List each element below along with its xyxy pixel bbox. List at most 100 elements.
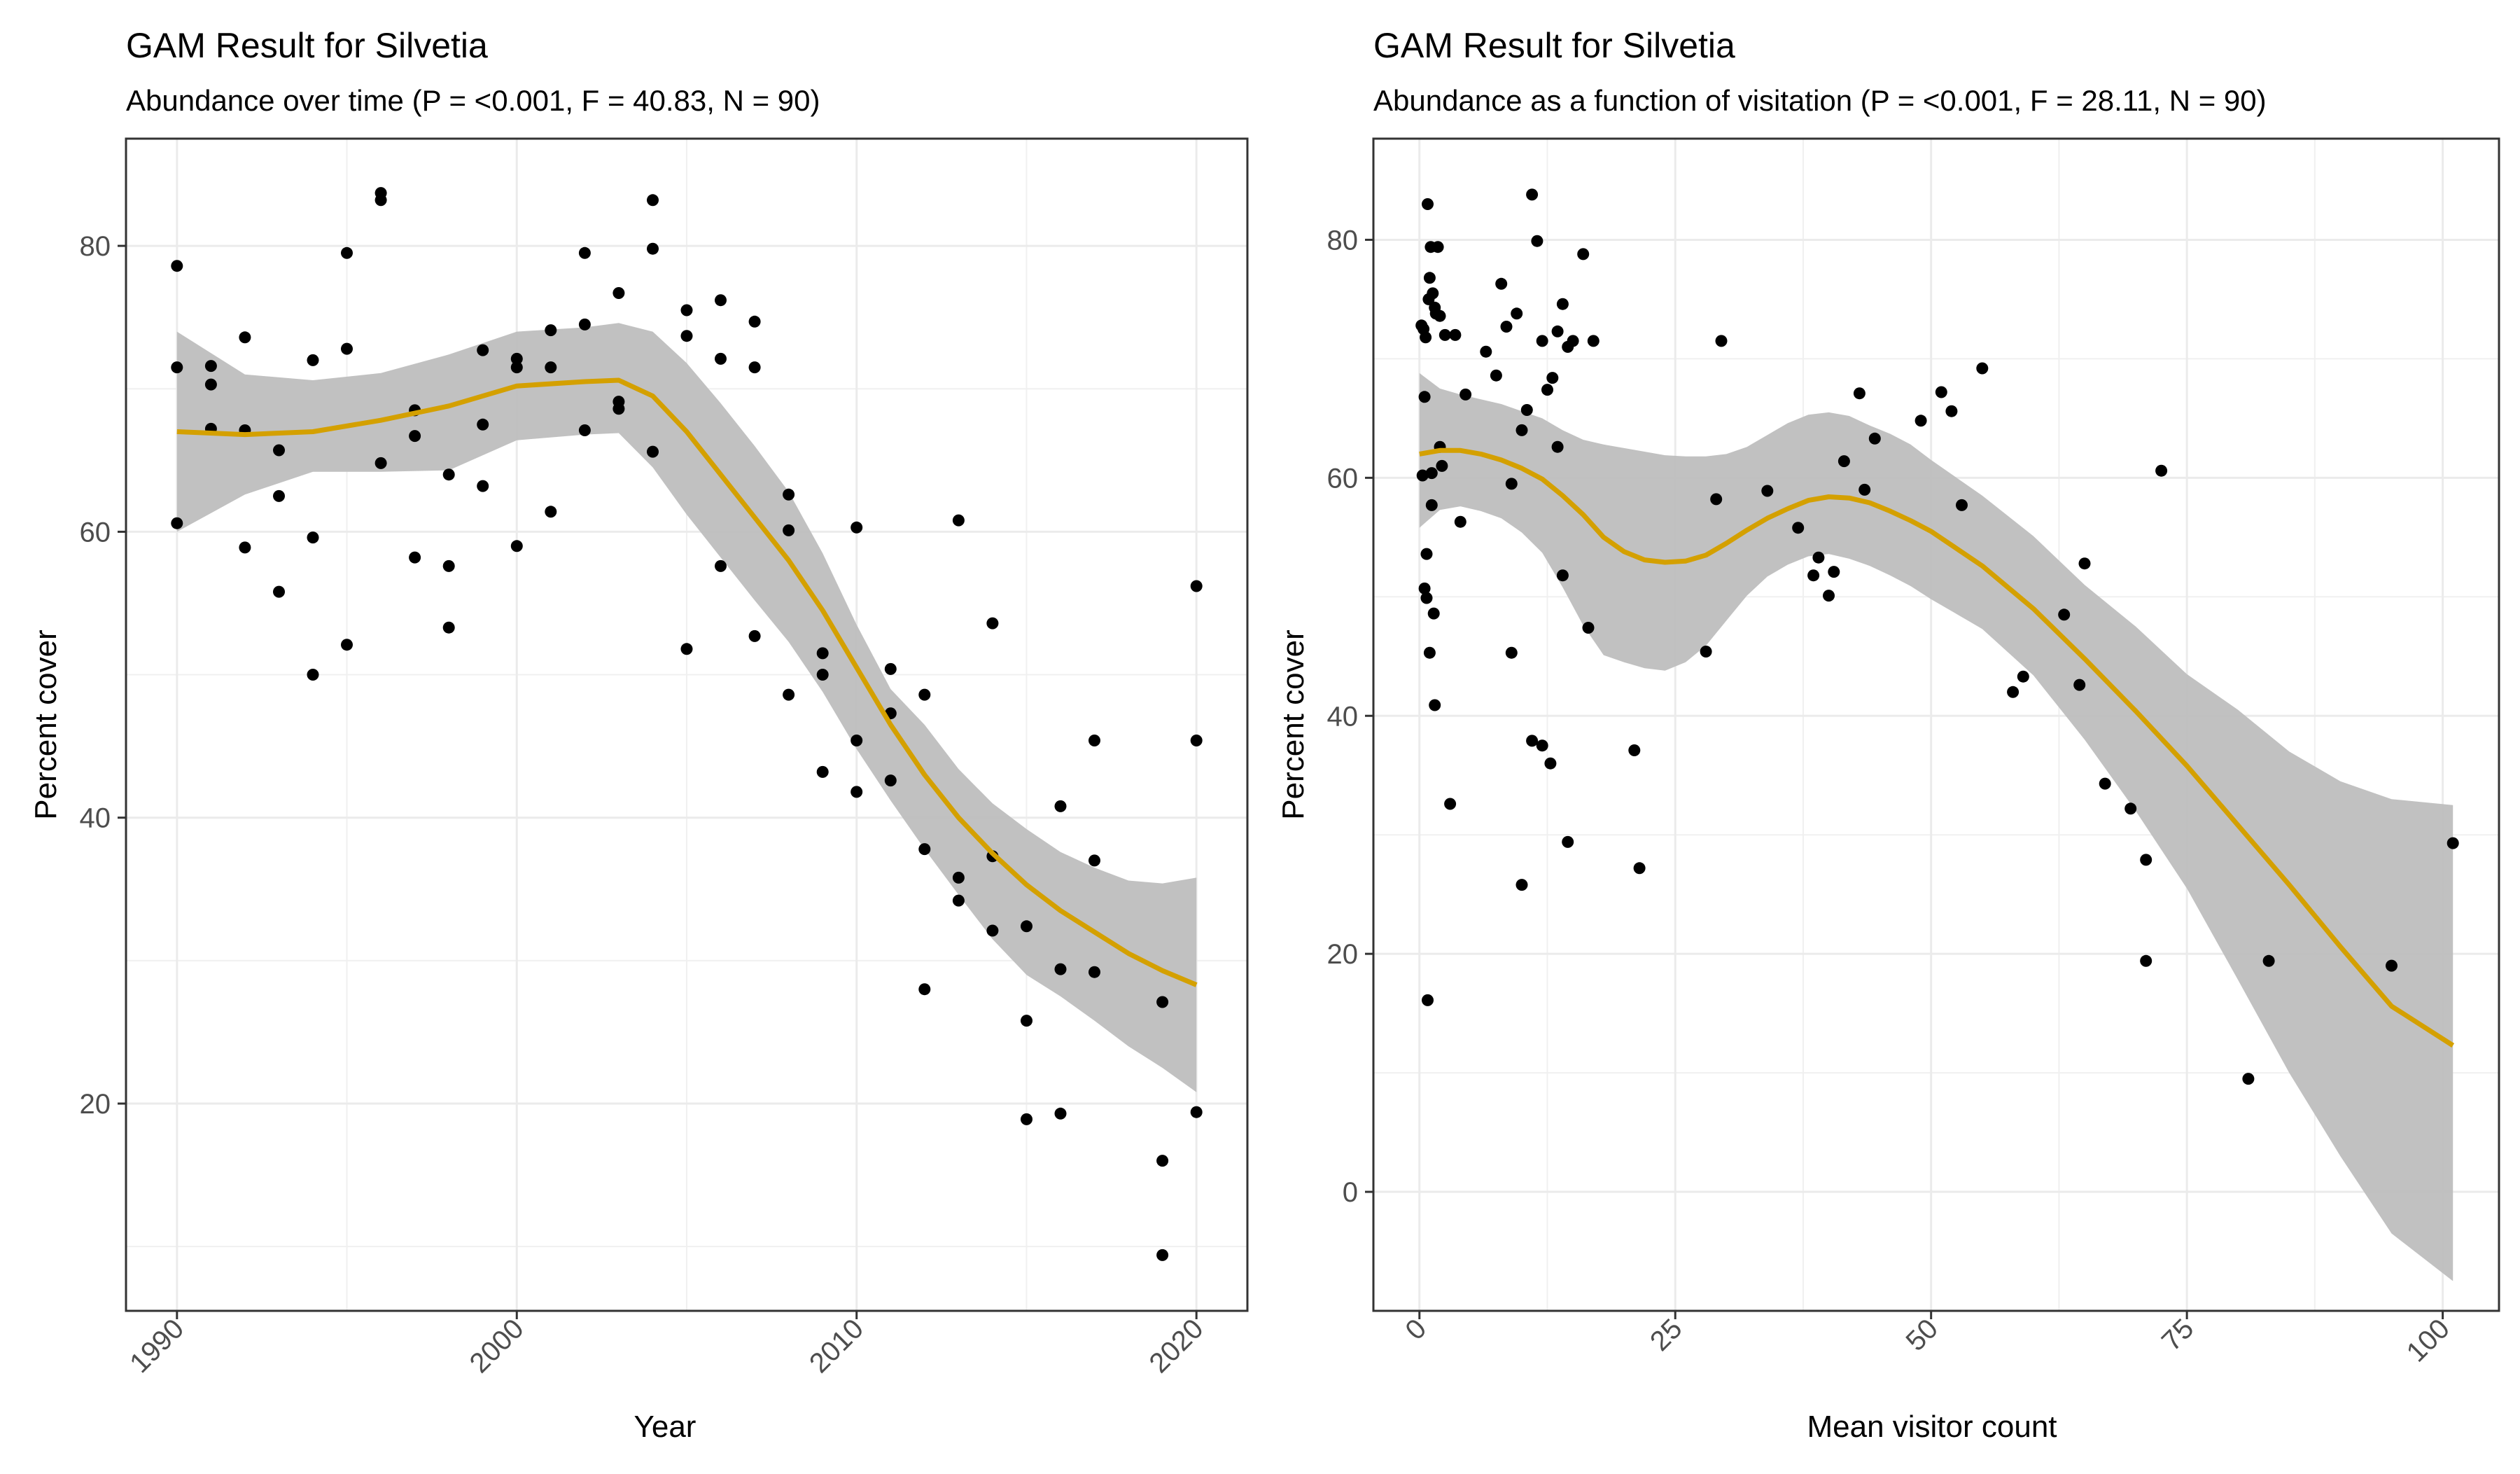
right-data-point	[1541, 384, 1553, 396]
left-data-point	[1054, 963, 1067, 975]
left-data-point	[715, 352, 727, 365]
right-data-point	[1976, 362, 1989, 375]
left-data-point	[510, 540, 523, 552]
left-chart-panel: GAM Result for Silvetia Abundance over t…	[29, 26, 1249, 1444]
right-data-point	[1427, 287, 1439, 300]
left-data-point	[918, 688, 931, 701]
left-y-axis-label: Percent cover	[29, 630, 63, 819]
left-data-point	[510, 361, 523, 374]
left-data-point	[545, 506, 557, 518]
right-data-point	[1427, 607, 1440, 620]
left-data-point	[1156, 1249, 1169, 1261]
right-data-point	[1420, 592, 1433, 604]
left-data-point	[986, 617, 999, 630]
right-data-point	[2073, 679, 2086, 691]
right-y-tick-label: 40	[1327, 701, 1359, 732]
right-data-point	[1812, 551, 1825, 564]
left-data-point	[952, 871, 965, 884]
left-data-point	[783, 524, 795, 536]
right-data-point	[1480, 345, 1492, 358]
right-data-point	[2058, 609, 2071, 621]
right-y-tick-label: 0	[1343, 1177, 1358, 1208]
left-data-point	[647, 194, 659, 207]
right-data-point	[1536, 335, 1548, 347]
right-plot-area: 0 20 40 60 80 0 25 50 75 100	[1327, 137, 2500, 1368]
right-data-point	[2124, 802, 2137, 815]
left-data-point	[748, 630, 761, 642]
right-x-tick-label: 100	[2401, 1313, 2456, 1368]
left-data-point	[647, 445, 659, 458]
left-data-point	[952, 514, 965, 527]
left-data-point	[477, 480, 489, 492]
right-data-point	[1526, 735, 1539, 747]
right-confidence-ribbon	[1419, 373, 2454, 1281]
left-data-point	[442, 559, 455, 572]
left-y-tick-label: 80	[80, 231, 111, 262]
right-data-point	[2099, 777, 2111, 790]
left-x-axis-label: Year	[634, 1410, 696, 1444]
right-smooth-line	[1419, 447, 2455, 1048]
left-y-tick-label: 20	[80, 1089, 111, 1120]
right-data-point	[1438, 328, 1451, 341]
left-data-point	[273, 489, 285, 502]
left-y-tick-label: 40	[80, 803, 111, 834]
right-data-point	[1505, 478, 1518, 490]
left-data-point	[409, 551, 421, 564]
right-data-point	[1420, 331, 1432, 344]
right-data-point	[2155, 464, 2168, 477]
right-data-point	[1429, 699, 1441, 711]
right-data-point	[2242, 1073, 2255, 1085]
left-plot-area: 20 40 60 80 1990 2000 2010 2020	[80, 137, 1249, 1379]
left-data-point	[1054, 1107, 1067, 1120]
right-data-point	[1945, 405, 1958, 417]
right-panel-border	[1372, 137, 2500, 1312]
left-data-point	[1088, 966, 1100, 978]
right-data-point	[2017, 670, 2029, 683]
left-data-point	[1021, 1015, 1032, 1027]
right-data-point	[1500, 321, 1513, 333]
left-data-point	[204, 378, 217, 391]
left-data-point	[171, 260, 183, 272]
right-y-axis-label: Percent cover	[1276, 630, 1310, 819]
left-data-point	[884, 774, 897, 787]
right-data-point	[1444, 798, 1457, 810]
left-data-point	[273, 585, 285, 598]
right-data-point	[2140, 854, 2152, 866]
left-data-point	[952, 894, 965, 907]
right-y-tick-label: 20	[1327, 939, 1359, 970]
left-data-point	[1190, 735, 1203, 746]
right-data-point	[1715, 335, 1728, 347]
right-chart-title: GAM Result for Silvetia	[1373, 26, 1735, 65]
left-data-point	[850, 786, 863, 798]
left-smooth-line	[176, 377, 1198, 987]
left-data-point	[442, 468, 455, 481]
right-data-point	[1587, 335, 1600, 347]
right-data-point	[1633, 862, 1646, 875]
right-x-axis-label: Mean visitor count	[1807, 1410, 2057, 1444]
right-data-point	[1868, 432, 1881, 445]
left-y-tick-label: 60	[80, 517, 111, 548]
right-data-point	[1454, 515, 1466, 528]
left-data-point	[307, 531, 319, 544]
right-data-point	[1511, 307, 1523, 320]
right-data-point	[1425, 467, 1438, 480]
left-data-point	[171, 517, 183, 529]
right-data-point	[1700, 646, 1712, 658]
right-data-point	[1853, 387, 1865, 400]
left-x-tick-label: 2020	[1144, 1313, 1210, 1379]
right-data-point	[1546, 372, 1559, 384]
right-data-point	[1551, 325, 1564, 338]
left-data-point	[1156, 996, 1169, 1008]
right-data-point	[1434, 310, 1446, 322]
left-data-point	[545, 324, 557, 337]
right-data-point	[1710, 493, 1723, 506]
right-y-tick-label: 80	[1327, 225, 1359, 256]
right-y-tick-label: 60	[1327, 463, 1359, 494]
left-data-point	[409, 430, 421, 443]
right-data-point	[1505, 646, 1518, 659]
right-chart-panel: GAM Result for Silvetia Abundance as a f…	[1276, 26, 2500, 1444]
right-data-point	[2262, 954, 2275, 967]
right-data-point	[1544, 757, 1557, 770]
